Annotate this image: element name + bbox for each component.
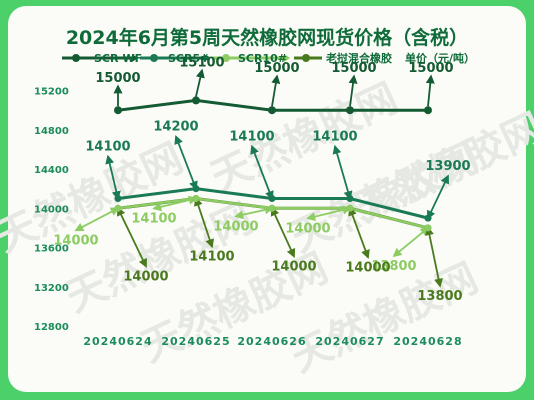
data-label: 14000	[285, 221, 330, 236]
label-leader-arrow	[427, 174, 449, 220]
data-label: 15000	[331, 61, 376, 76]
legend-marker-1	[150, 54, 158, 62]
label-leader-arrow	[250, 144, 274, 201]
data-label: 14000	[123, 269, 168, 284]
data-label: 15000	[408, 61, 453, 76]
unit-note: 单价（元/吨）	[405, 51, 475, 65]
label-leader-arrow	[306, 205, 352, 222]
legend-label-2: SCR10#	[238, 52, 287, 65]
y-axis: 15200 14800 14400 14000 13600 13200 12800	[34, 87, 69, 333]
label-leader-arrow	[152, 195, 198, 212]
y-tick-label: 14800	[34, 126, 69, 137]
label-leader-arrow	[425, 226, 443, 288]
x-tick-label: 20240625	[161, 335, 230, 348]
data-label: 14100	[312, 130, 357, 145]
data-label: 14000	[345, 260, 390, 275]
label-leader-arrow	[348, 74, 358, 107]
legend-label-3: 老挝混合橡胶	[325, 51, 392, 65]
data-point	[268, 195, 276, 202]
label-leader-arrow	[194, 196, 214, 249]
data-point	[268, 204, 276, 212]
legend-arrow-0	[132, 54, 138, 62]
label-leader-arrow	[332, 144, 353, 201]
data-label: 14000	[271, 259, 316, 274]
data-label: 14100	[229, 130, 274, 145]
data-label: 14100	[189, 250, 234, 265]
x-tick-label: 20240626	[237, 335, 306, 348]
label-leader-arrow	[270, 206, 296, 258]
data-label: 13900	[425, 159, 470, 174]
label-leader-arrow	[271, 74, 281, 107]
data-point	[192, 96, 200, 105]
y-tick-label: 15200	[34, 87, 69, 98]
label-leader-arrow	[174, 135, 198, 191]
y-tick-label: 12800	[34, 322, 69, 333]
data-point	[346, 204, 354, 212]
y-tick-label: 13600	[34, 244, 69, 255]
y-tick-label: 14400	[34, 165, 69, 176]
data-label: 14200	[153, 120, 198, 135]
data-point	[424, 214, 432, 222]
data-point	[192, 185, 200, 193]
legend-label-1: SCR5#	[168, 52, 209, 65]
data-point	[114, 204, 122, 212]
label-leader-arrow	[392, 226, 430, 258]
y-tick-label: 13200	[34, 283, 69, 294]
legend-label-0: SCR-WF	[94, 52, 142, 65]
data-point	[346, 106, 354, 115]
data-label: 14000	[213, 219, 258, 234]
label-leader-arrow	[234, 205, 274, 220]
data-point	[424, 106, 432, 115]
data-point	[268, 106, 276, 115]
legend-arrow-1	[204, 54, 210, 62]
data-point	[192, 195, 200, 202]
data-label: 14100	[131, 212, 176, 227]
label-leader-arrow	[195, 68, 205, 97]
data-point	[346, 195, 354, 202]
x-axis: 20240624 20240625 20240626 20240627 20240628	[83, 335, 462, 348]
label-leader-arrow	[74, 207, 120, 232]
label-leader-arrow	[425, 74, 435, 107]
legend: SCR-WF SCR5# SCR10# 老挝混合橡胶 单价（元/吨）	[62, 51, 475, 65]
x-tick-label: 20240628	[393, 335, 462, 348]
data-label: 15000	[95, 71, 140, 86]
x-tick-label: 20240624	[83, 335, 152, 348]
y-tick-label: 14000	[34, 204, 69, 215]
legend-arrow-2	[284, 54, 290, 62]
data-label: 15100	[179, 55, 224, 70]
legend-marker-3	[302, 54, 310, 62]
data-point	[114, 195, 122, 202]
data-point	[424, 224, 432, 232]
label-leader-arrow	[105, 154, 121, 201]
x-tick-label: 20240627	[315, 335, 384, 348]
chart-title: 2024年6月第5周天然橡胶网现货价格（含税）	[66, 26, 468, 49]
data-label: 14100	[85, 140, 130, 155]
label-leader-arrow	[348, 206, 370, 259]
label-leader-arrow	[117, 206, 147, 268]
data-label: 15000	[254, 61, 299, 76]
data-label: 13800	[417, 289, 462, 304]
legend-marker-2	[222, 54, 230, 62]
data-point	[114, 106, 122, 115]
data-label: 13800	[371, 259, 416, 274]
data-label: 14000	[53, 233, 98, 248]
legend-marker-0	[72, 54, 80, 62]
